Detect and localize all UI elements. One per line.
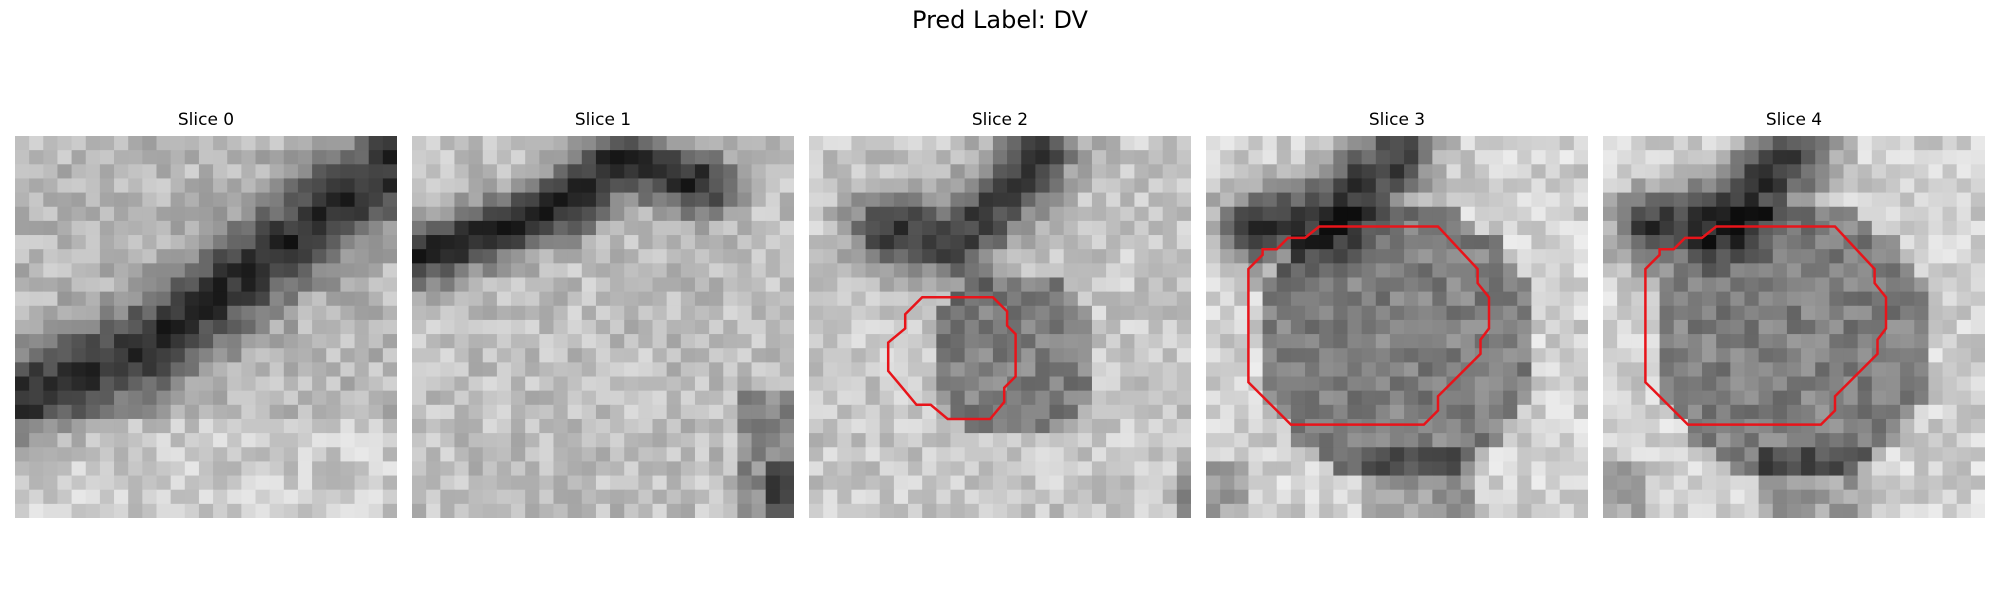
slice-image-3 bbox=[1206, 136, 1588, 518]
slice-panel-0: Slice 0 bbox=[15, 108, 397, 518]
slice-image-4 bbox=[1603, 136, 1985, 518]
segmentation-contour bbox=[886, 296, 1017, 421]
slice-panel-3: Slice 3 bbox=[1206, 108, 1588, 518]
slice-title: Slice 3 bbox=[1368, 110, 1426, 130]
slice-image-2 bbox=[809, 136, 1191, 518]
segmentation-contour bbox=[1644, 225, 1888, 426]
slice-panel-4: Slice 4 bbox=[1603, 108, 1985, 518]
slice-image-0 bbox=[15, 136, 397, 518]
slice-title: Slice 2 bbox=[971, 110, 1029, 130]
slice-title: Slice 1 bbox=[574, 110, 632, 130]
slice-panel-2: Slice 2 bbox=[809, 108, 1191, 518]
slice-image-1 bbox=[412, 136, 794, 518]
segmentation-contour bbox=[1247, 225, 1491, 426]
slice-title: Slice 4 bbox=[1765, 110, 1823, 130]
figure-title: Pred Label: DV bbox=[912, 6, 1088, 34]
slice-panel-1: Slice 1 bbox=[412, 108, 794, 518]
slice-title: Slice 0 bbox=[177, 110, 235, 130]
